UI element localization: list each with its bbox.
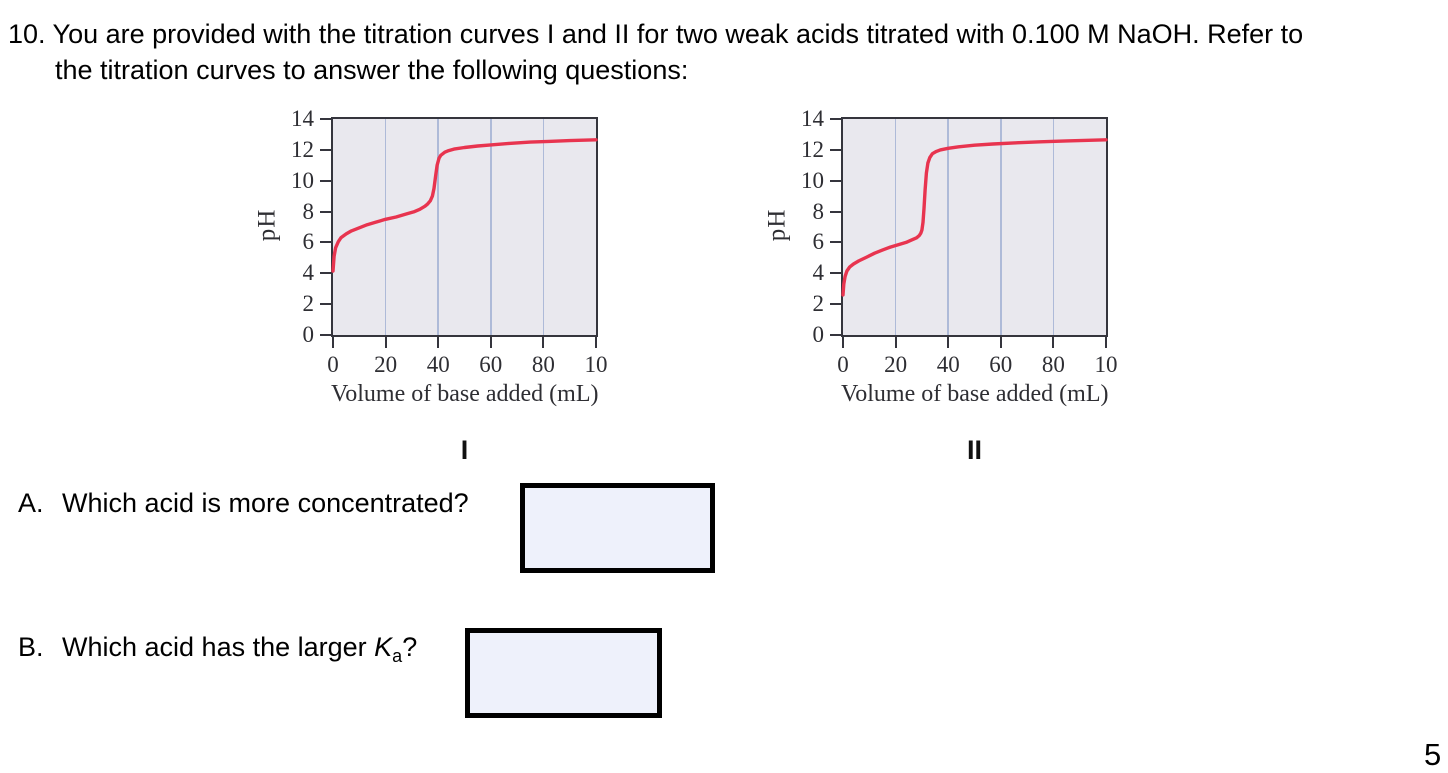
y-tick-label: 4 (302, 260, 315, 286)
gridline (437, 119, 439, 335)
y-tick-mark (830, 303, 843, 306)
question-a-label: A. (18, 488, 44, 518)
y-tick-mark (830, 334, 843, 336)
x-tick-label: 0 (327, 352, 339, 377)
y-tick-label: 14 (291, 106, 314, 131)
titration-chart-2: pH Volume of base added (mL) II 0 2 4 6 8 10 1… (750, 105, 1130, 475)
x-tick-mark (595, 335, 597, 348)
y-tick-mark (830, 210, 843, 213)
y-tick-label: 2 (812, 291, 825, 317)
x-tick-mark (1105, 335, 1107, 348)
y-tick-mark (830, 241, 843, 244)
gridline (894, 119, 897, 335)
y-tick-mark (320, 148, 333, 151)
question-a: A. Which acid is more concentrated? (18, 488, 469, 519)
answer-box-b[interactable] (465, 628, 662, 718)
x-tick-label: 20 (884, 352, 908, 377)
y-tick-label: 6 (302, 229, 315, 255)
question-a-text: Which acid is more concentrated? (62, 488, 469, 518)
x-tick-label: 80 (531, 352, 555, 377)
y-tick-mark (830, 118, 843, 120)
y-tick-label: 8 (812, 198, 825, 224)
x-tick-label: 0 (837, 352, 849, 377)
y-tick-label: 0 (812, 322, 825, 347)
question-b-text: Which acid has the larger (62, 632, 375, 662)
x-tick-label: 40 (936, 352, 960, 377)
page-number: 5 (1424, 737, 1442, 772)
x-tick-mark (332, 335, 334, 348)
y-tick-label: 10 (291, 167, 314, 193)
x-tick-mark (947, 335, 950, 348)
x-axis-title: Volume of base added (mL) (331, 381, 599, 407)
x-tick-mark (999, 335, 1002, 348)
x-tick-mark (842, 335, 844, 348)
x-tick-label: 40 (426, 352, 450, 377)
ka-symbol: K (374, 632, 393, 662)
x-tick-label: 60 (479, 352, 503, 377)
x-tick-mark (489, 335, 492, 348)
y-tick-mark (320, 272, 333, 275)
y-tick-mark (830, 148, 843, 151)
y-tick-mark (830, 272, 843, 275)
x-tick-mark (894, 335, 897, 348)
y-tick-label: 8 (302, 198, 315, 224)
y-tick-label: 10 (801, 167, 824, 193)
y-tick-mark (320, 334, 333, 336)
y-tick-label: 4 (812, 260, 825, 286)
gridline (542, 119, 545, 335)
gridline (1000, 119, 1002, 335)
x-tick-label: 20 (374, 352, 398, 377)
x-tick-mark (384, 335, 387, 348)
x-tick-label: 10 (584, 352, 608, 377)
x-tick-mark (1052, 335, 1055, 348)
y-tick-label: 12 (801, 136, 824, 162)
chart-2-label: II (966, 435, 982, 465)
question-title-line1: 10. You are provided with the titration … (8, 19, 1304, 49)
y-tick-mark (320, 210, 333, 213)
gridline (1052, 119, 1055, 335)
y-tick-mark (320, 303, 333, 306)
x-tick-label: 60 (989, 352, 1013, 377)
gridline (490, 119, 492, 335)
gridline (384, 119, 387, 335)
x-tick-label: 10 (1094, 352, 1118, 377)
titration-chart-1: pH Volume of base added (mL) I 0 2 4 6 8 10 12… (240, 105, 620, 475)
x-axis-title: Volume of base added (mL) (841, 381, 1109, 407)
question-b-label: B. (18, 632, 44, 662)
question-b: B. Which acid has the larger Ka? (18, 632, 417, 667)
titration-curve-2 (841, 138, 1108, 297)
y-tick-mark (320, 241, 333, 244)
gridline (947, 119, 949, 335)
y-tick-label: 12 (291, 136, 314, 162)
y-tick-mark (830, 179, 843, 182)
y-tick-label: 14 (801, 106, 824, 131)
ka-subscript: a (392, 646, 403, 666)
y-tick-mark (320, 118, 333, 120)
x-tick-mark (542, 335, 545, 348)
x-tick-label: 80 (1041, 352, 1065, 377)
x-tick-mark (437, 335, 440, 348)
answer-box-a[interactable] (520, 483, 715, 573)
chart-2-plot-area (841, 117, 1108, 337)
chart-1-plot-area (331, 117, 598, 337)
question-title-line2: the titration curves to answer the follo… (55, 55, 689, 85)
chart-1-label: I (460, 435, 469, 465)
y-tick-label: 0 (302, 322, 315, 347)
question-b-suffix: ? (402, 632, 418, 662)
y-tick-mark (320, 179, 333, 182)
y-tick-label: 2 (302, 291, 315, 317)
y-tick-label: 6 (812, 229, 825, 255)
titration-curve-1 (331, 138, 598, 273)
